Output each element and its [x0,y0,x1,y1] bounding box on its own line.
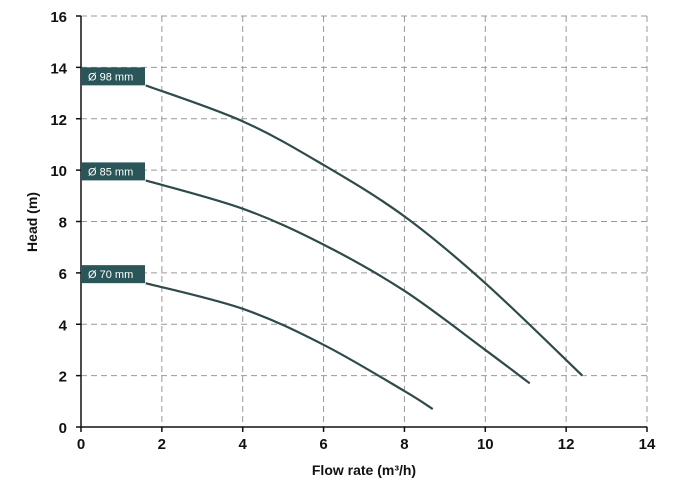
series-label: Ø 70 mm [88,269,133,281]
series-label-box [81,162,145,181]
series-line [145,84,584,377]
x-tick-label: 8 [400,436,408,453]
y-tick-label: 12 [50,112,67,129]
y-tick-label: 4 [59,317,68,334]
y-tick-label: 16 [50,9,67,26]
series-label: Ø 85 mm [88,166,133,178]
x-tick-label: 6 [319,436,327,453]
series-label-box [81,67,145,86]
y-tick-label: 0 [59,420,67,437]
x-tick-label: 12 [558,436,575,453]
y-tick-label: 2 [59,369,67,386]
series-label: Ø 98 mm [88,71,133,83]
y-tick-label: 8 [59,215,67,232]
series-line [145,282,434,410]
series-line [145,179,531,385]
x-tick-label: 4 [239,436,248,453]
x-tick-label: 14 [639,436,656,453]
x-tick-label: 2 [158,436,166,453]
x-axis-label: Flow rate (m³/h) [312,462,416,478]
series-label-box [81,265,145,284]
y-tick-label: 14 [50,60,67,77]
x-tick-label: 10 [477,436,494,453]
y-tick-label: 10 [50,163,67,180]
x-tick-label: 0 [77,436,85,453]
y-tick-label: 6 [59,266,67,283]
y-axis-label: Head (m) [24,192,40,252]
